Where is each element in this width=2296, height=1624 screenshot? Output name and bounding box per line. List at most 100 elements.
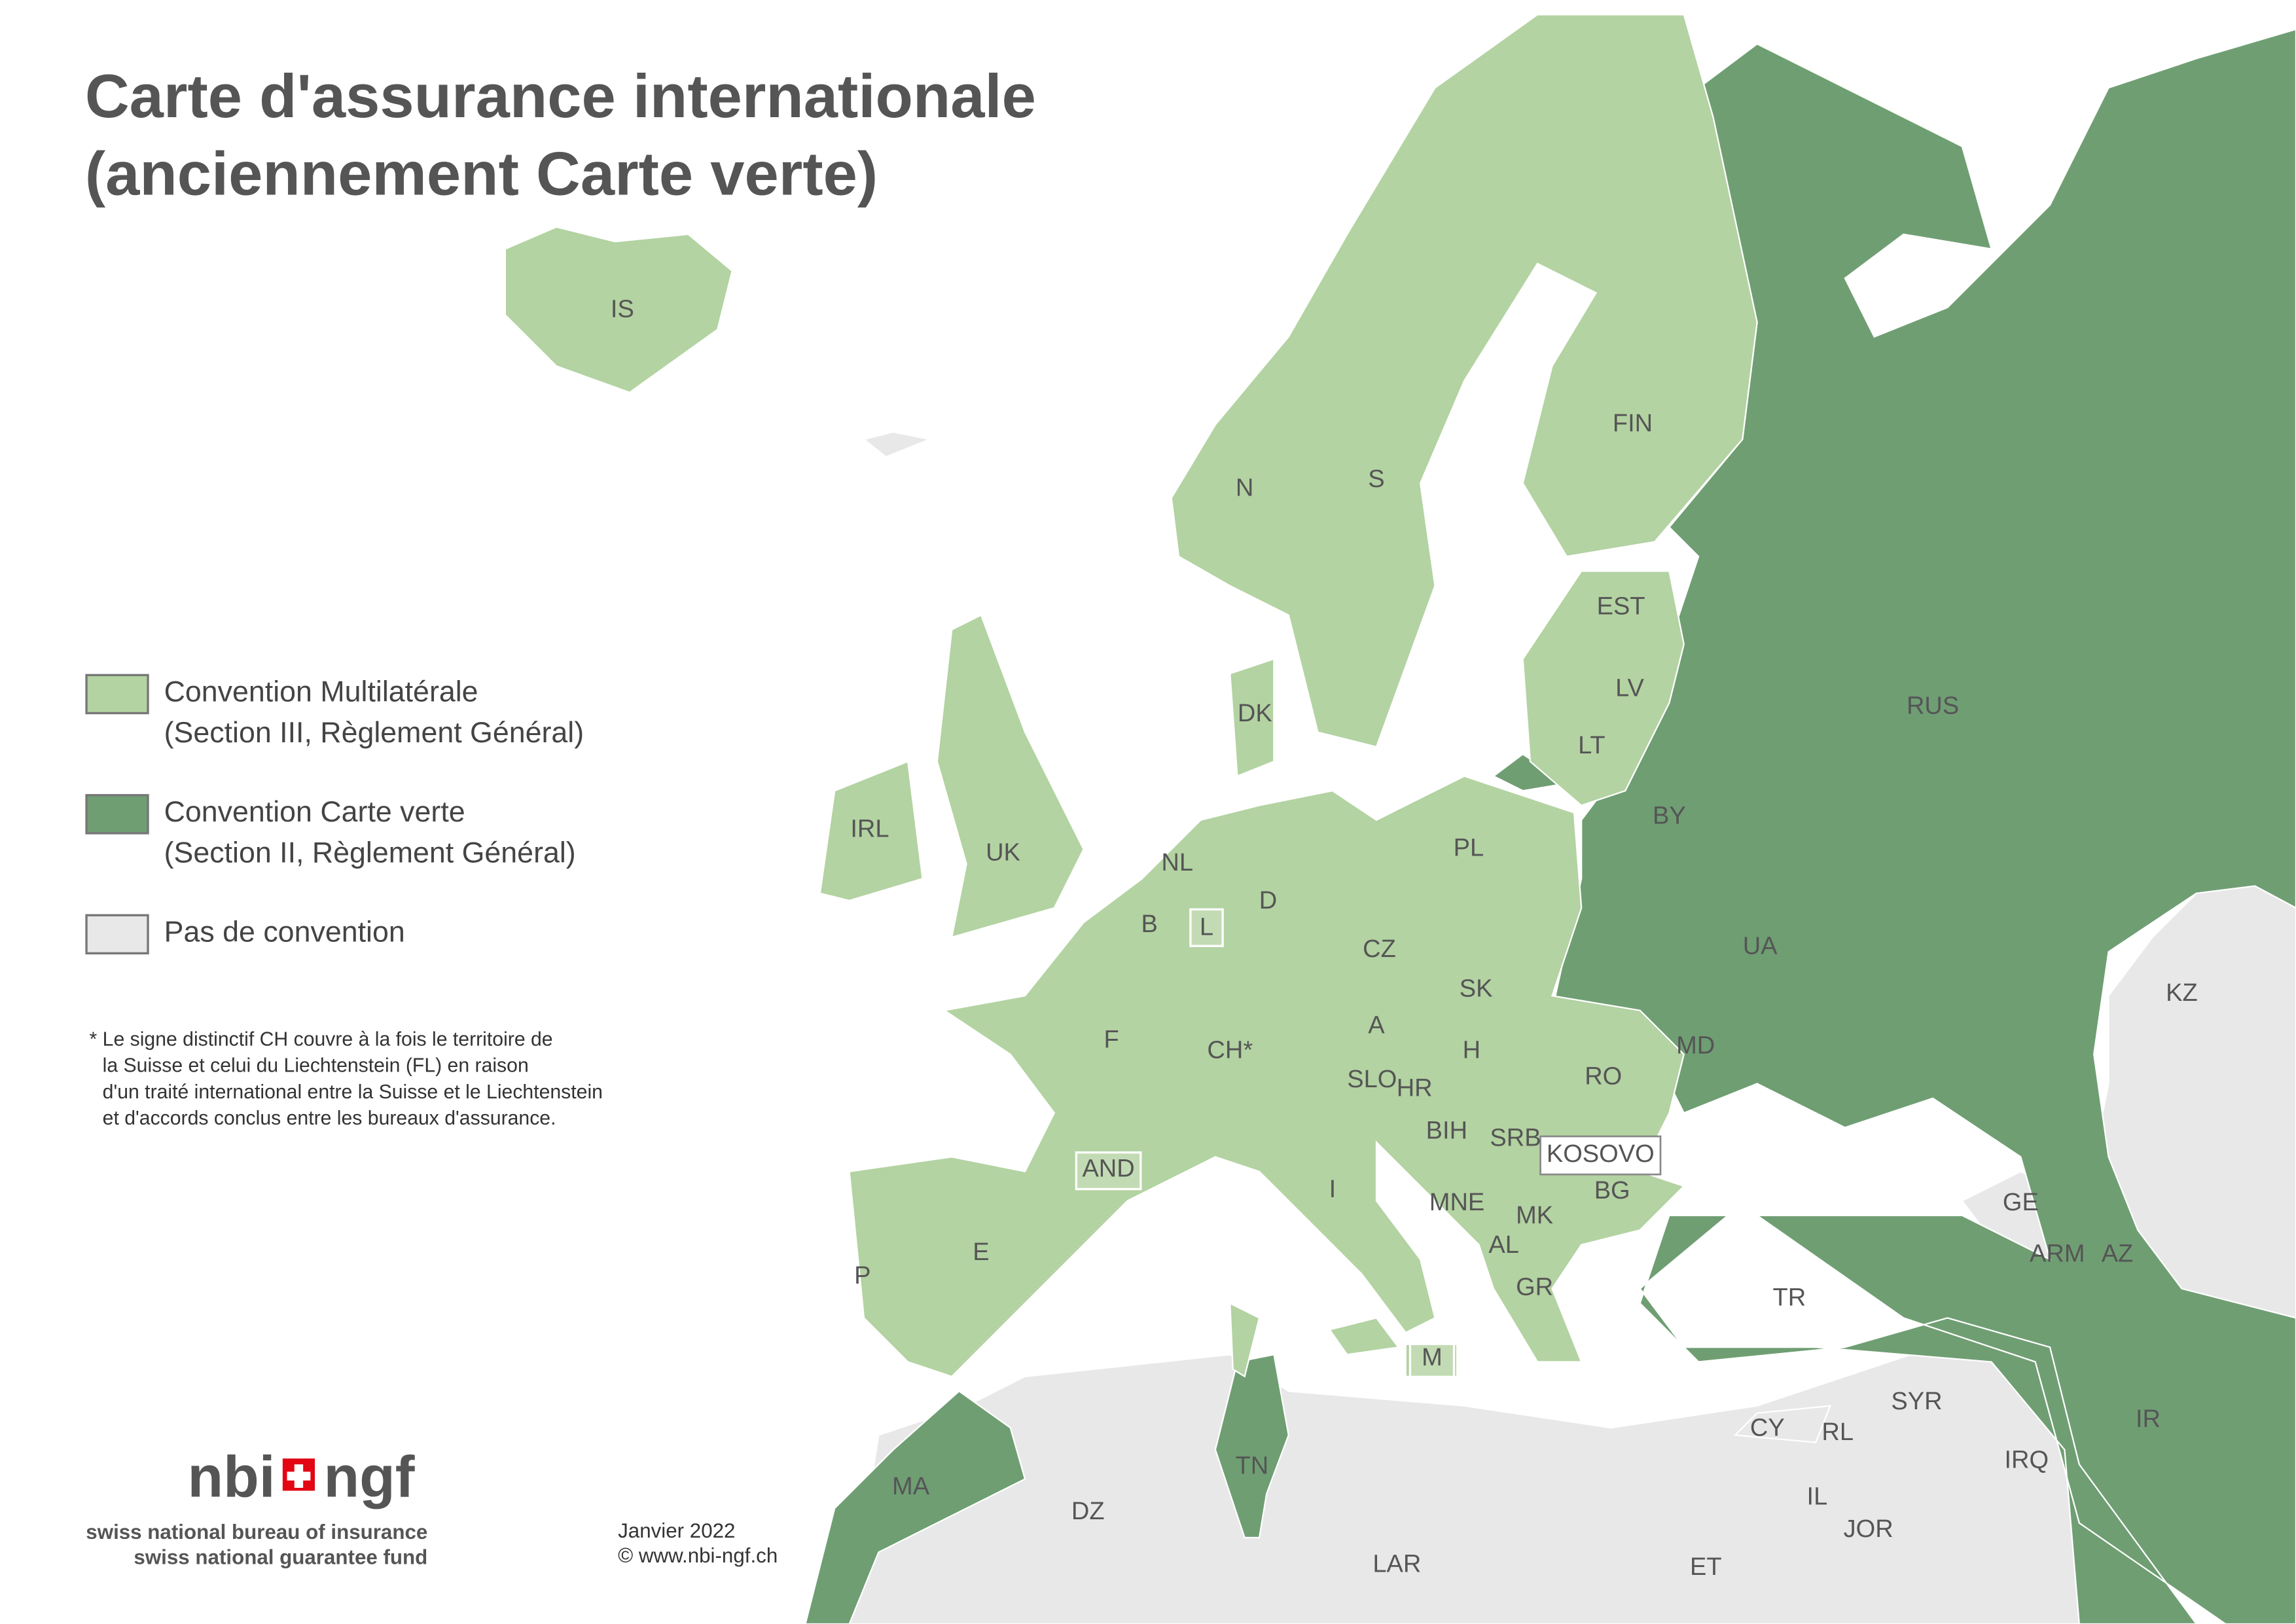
footnote-line: * Le signe distinctif CH couvre à la foi… [90, 1028, 553, 1050]
country-label: FIN [1613, 410, 1653, 437]
country-label: I [1329, 1176, 1336, 1203]
legend-detail: (Section III, Règlement Général) [164, 716, 584, 749]
country-label: RL [1821, 1418, 1854, 1446]
country-label: SLO [1347, 1066, 1397, 1093]
logo: nbi ngf swiss national bureau of insuran… [86, 1443, 427, 1568]
logo-text: ngf [323, 1443, 414, 1509]
footnote-line: la Suisse et celui du Liechtenstein (FL)… [103, 1055, 529, 1077]
country-label: MNE [1429, 1189, 1484, 1216]
multilateral-region [504, 226, 733, 393]
footnote-line: d'un traité international entre la Suiss… [103, 1081, 603, 1103]
label-box [1539, 1135, 1662, 1176]
country-label: IRL [850, 816, 889, 843]
multilateral-region [936, 614, 1085, 939]
country-label: MA [892, 1473, 930, 1500]
country-label: DZ [1071, 1498, 1105, 1525]
date: Janvier 2022 [618, 1519, 735, 1542]
country-label: BIH [1426, 1117, 1467, 1144]
country-label: AL [1488, 1231, 1519, 1259]
country-label: PL [1454, 835, 1484, 862]
country-label: L [1200, 913, 1213, 941]
country-label: N [1236, 474, 1253, 501]
country-label: M [1422, 1344, 1443, 1371]
legend-swatch [85, 794, 149, 835]
label-box [1408, 1340, 1456, 1379]
country-label: EST [1597, 592, 1645, 620]
country-label: A [1368, 1011, 1385, 1039]
label-box [1189, 908, 1224, 947]
country-label: JOR [1844, 1515, 1893, 1543]
country-label: KOSOVO [1547, 1140, 1655, 1168]
logo-subtitle: swiss national bureau of insurance [86, 1521, 427, 1543]
legend-label: Convention Carte verte [164, 795, 465, 828]
country-label: BG [1594, 1177, 1630, 1204]
country-label: TR [1773, 1284, 1806, 1311]
legend-swatch [85, 914, 149, 955]
title: Carte d'assurance internationale [85, 62, 1036, 130]
land [504, 14, 2296, 1624]
country-label: SK [1460, 975, 1493, 1002]
country-label: UA [1743, 932, 1778, 960]
logo-text: nbi [187, 1443, 275, 1509]
country-label: IRQ [2004, 1447, 2049, 1474]
country-label: H [1463, 1036, 1480, 1064]
country-label: S [1368, 465, 1384, 493]
multilateral-region [848, 775, 1685, 1378]
legend-label: Convention Multilatérale [164, 676, 478, 708]
country-label: KZ [2166, 979, 2198, 1007]
green-card-region [804, 1390, 1026, 1624]
country-label: SRB [1490, 1125, 1541, 1152]
multilateral-region [1170, 14, 1758, 748]
country-label: ARM [2030, 1240, 2085, 1267]
no-convention-region [862, 431, 933, 458]
logo-cross [287, 1464, 311, 1488]
no-convention-region [1733, 1405, 1832, 1443]
multilateral-region [1229, 658, 1275, 778]
multilateral-region [1522, 570, 1685, 806]
country-label: HR [1397, 1074, 1433, 1102]
country-label: D [1259, 887, 1277, 914]
country-label: E [973, 1238, 989, 1266]
country-label: MD [1676, 1032, 1715, 1060]
country-label: RO [1585, 1063, 1622, 1091]
country-label: IR [2136, 1405, 2161, 1433]
country-label: AZ [2102, 1240, 2134, 1267]
country-label: CY [1750, 1415, 1785, 1442]
legend: Convention Multilatérale (Section III, R… [85, 674, 584, 955]
legend-label: Pas de convention [164, 915, 405, 948]
country-label: IL [1807, 1483, 1828, 1511]
country-label: B [1141, 911, 1158, 938]
label-box [1075, 1151, 1142, 1191]
country-label: RUS [1907, 693, 1959, 720]
title: (anciennement Carte verte) [85, 139, 878, 208]
country-label: LV [1615, 675, 1644, 702]
country-label: LAR [1372, 1551, 1421, 1578]
legend-swatch [85, 674, 149, 715]
country-label: P [854, 1262, 870, 1290]
country-label: LT [1578, 732, 1605, 759]
country-label: IS [611, 295, 634, 323]
multilateral-region [819, 760, 924, 902]
country-label: TN [1235, 1453, 1268, 1480]
country-label: GE [2003, 1189, 2039, 1216]
country-label: SYR [1891, 1388, 1942, 1415]
footnote-line: et d'accords conclus entre les bureaux d… [103, 1108, 556, 1129]
country-label: GR [1516, 1274, 1553, 1301]
legend-detail: (Section II, Règlement Général) [164, 837, 576, 869]
footnote: * Le signe distinctif CH couvre à la foi… [90, 1028, 603, 1129]
country-label: CZ [1363, 935, 1396, 963]
country-label: AND [1082, 1155, 1134, 1183]
country-label: DK [1238, 700, 1272, 727]
country-label: MK [1516, 1202, 1553, 1229]
logo-subtitle: swiss national guarantee fund [134, 1545, 427, 1568]
country-label: ET [1690, 1553, 1722, 1581]
country-label: F [1103, 1026, 1119, 1054]
website: © www.nbi-ngf.ch [618, 1544, 778, 1567]
multilateral-region [1229, 1302, 1458, 1378]
country-label: CH* [1207, 1036, 1253, 1064]
country-label: UK [986, 839, 1020, 866]
country-label: BY [1653, 802, 1686, 829]
country-label: NL [1161, 849, 1193, 876]
